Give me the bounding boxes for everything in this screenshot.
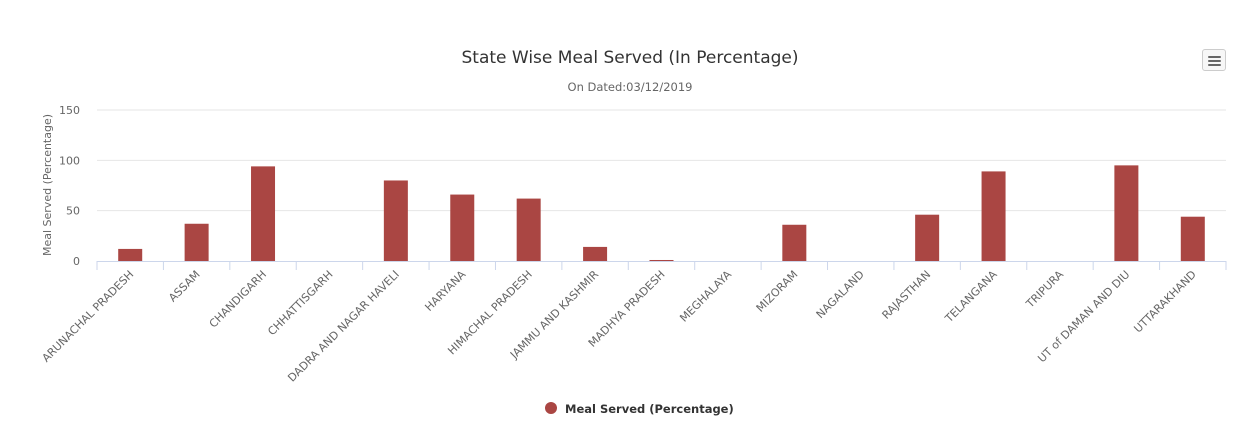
x-tick-label: MIZORAM (754, 268, 801, 315)
bar[interactable] (251, 166, 276, 261)
x-tick-label: NAGALAND (814, 268, 867, 321)
bar[interactable] (782, 224, 807, 261)
legend-marker (545, 402, 557, 414)
bar[interactable] (184, 223, 209, 261)
menu-line (1208, 60, 1221, 62)
gridlines (97, 109, 1226, 212)
bar[interactable] (450, 194, 475, 261)
x-tick-label: DADRA AND NAGAR HAVELI (285, 268, 402, 385)
legend[interactable]: Meal Served (Percentage) (545, 402, 734, 416)
bar[interactable] (383, 180, 408, 261)
x-tick-label: CHHATTISGARH (265, 268, 335, 338)
x-tick-label: TRIPURA (1023, 268, 1066, 311)
y-tick-label: 50 (66, 205, 80, 218)
chart-subtitle: On Dated:03/12/2019 (568, 80, 693, 94)
bar-series (118, 165, 1205, 261)
x-tick-label: MEGHALAYA (677, 268, 734, 325)
x-tick-label: RAJASTHAN (880, 268, 934, 322)
y-tick-label: 0 (73, 255, 80, 268)
x-tick-label: HARYANA (423, 268, 469, 314)
x-axis-ticks: ARUNACHAL PRADESH ASSAM CHANDIGARHCHHATTIS… (40, 268, 1199, 385)
menu-line (1208, 64, 1221, 66)
x-tick-label: TELANGANA (942, 268, 1000, 326)
x-axis (96, 261, 1227, 270)
bar[interactable] (118, 248, 143, 261)
menu-line (1208, 56, 1221, 58)
y-tick-label: 100 (59, 154, 80, 167)
bar[interactable] (981, 171, 1006, 261)
x-tick-label: ASSAM (166, 268, 203, 305)
x-tick-label: CHANDIGARH (207, 268, 270, 331)
y-axis-label: Meal Served (Percentage) (41, 114, 54, 256)
chart-title: State Wise Meal Served (In Percentage) (462, 48, 799, 68)
x-tick-label: ARUNACHAL PRADESH (40, 268, 137, 365)
x-tick-label: UTTARAKHAND (1131, 268, 1198, 335)
y-axis-ticks: 0 50 100 150 (59, 104, 80, 268)
bar[interactable] (1180, 216, 1205, 261)
bar[interactable] (516, 198, 541, 261)
bar[interactable] (915, 214, 940, 261)
legend-label[interactable]: Meal Served (Percentage) (565, 402, 734, 416)
bar[interactable] (583, 246, 608, 261)
bar[interactable] (649, 259, 674, 261)
y-tick-label: 150 (59, 104, 80, 117)
bar[interactable] (1114, 165, 1139, 261)
hamburger-menu-icon[interactable] (1202, 49, 1226, 71)
